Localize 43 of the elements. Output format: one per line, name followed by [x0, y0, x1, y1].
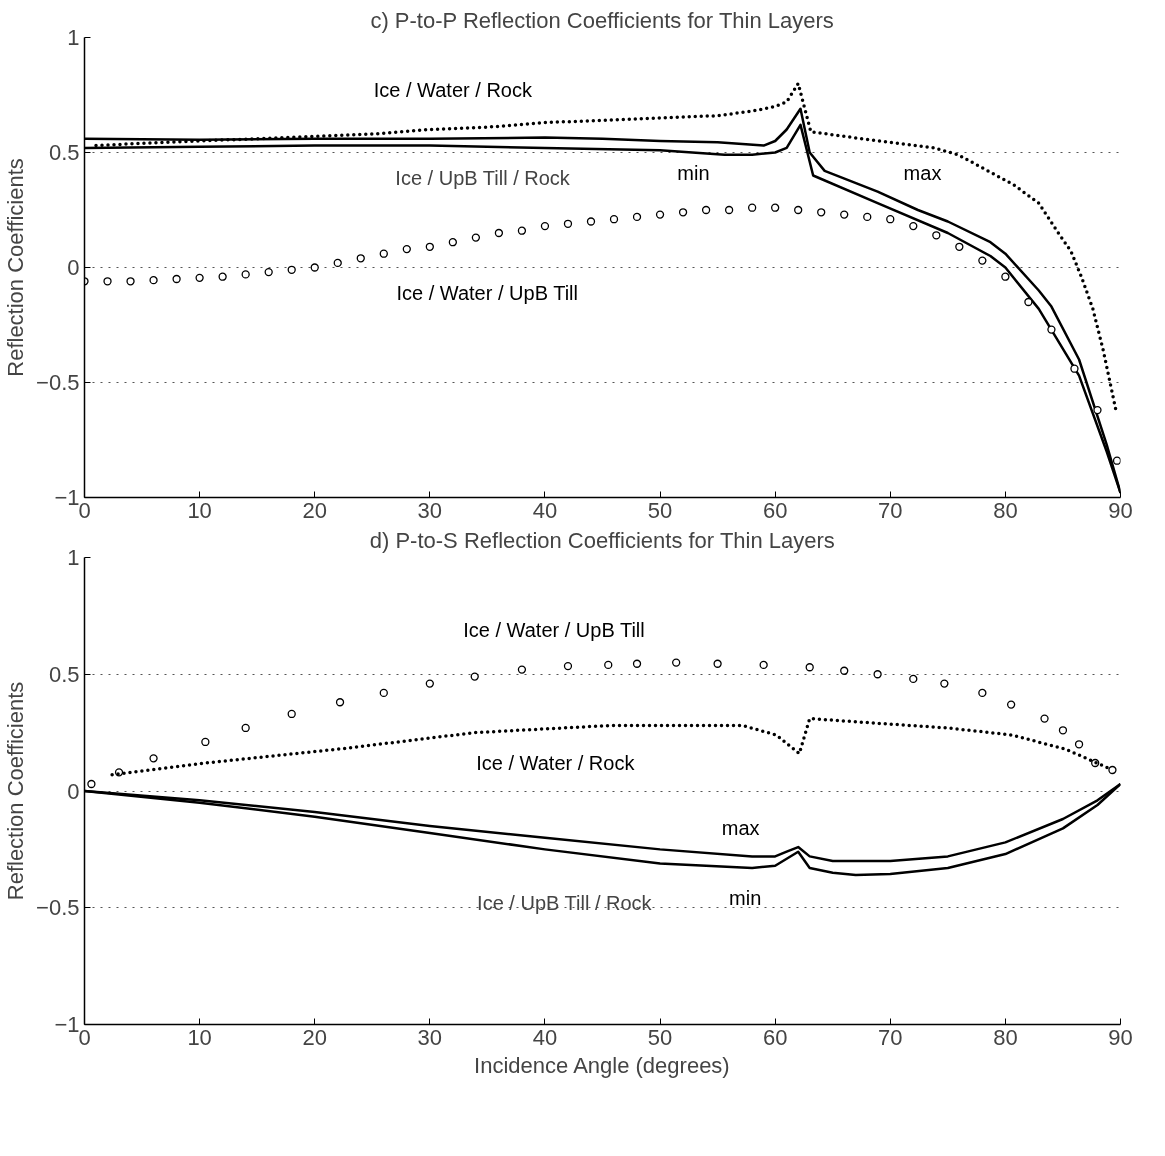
x-tick-label: 80 [993, 497, 1018, 523]
x-tick-label: 90 [1108, 1024, 1133, 1050]
x-axis-title: Incidence Angle (degrees) [474, 1052, 730, 1078]
annotation: Ice / UpB Till / Rock [395, 166, 571, 189]
y-tick-label: −1 [54, 485, 80, 510]
y-tick-label: 0 [67, 778, 80, 804]
y-tick-label: −1 [54, 1012, 80, 1037]
y-tick-label: −0.5 [36, 895, 80, 921]
x-tick-label: 20 [302, 497, 327, 523]
series-label: max [903, 162, 942, 185]
x-tick-label: 50 [647, 1024, 673, 1050]
y-tick-label: 0.5 [48, 661, 80, 687]
x-tick-label: 70 [878, 497, 903, 523]
series-label: Ice / Water / Rock [373, 79, 533, 102]
x-tick-label: 20 [302, 1024, 327, 1050]
series-label: max [721, 817, 760, 840]
x-tick-label: 60 [762, 1024, 788, 1050]
chart-title: d) P-to-S Reflection Coefficients for Thin Layers [369, 527, 835, 553]
chart-title: c) P-to-P Reflection Coefficients for Thin Layers [370, 7, 834, 33]
series-label: min [729, 887, 762, 910]
y-axis-title: Reflection Coefficients [3, 158, 29, 377]
x-tick-label: 30 [417, 1024, 443, 1050]
y-axis-title: Reflection Coefficients [3, 681, 29, 901]
y-tick-label: 1 [67, 25, 80, 50]
series-label: Ice / Water / Rock [476, 751, 636, 774]
y-tick-label: 1 [67, 545, 80, 570]
x-tick-label: 10 [187, 497, 212, 523]
x-tick-label: 60 [762, 497, 788, 523]
x-tick-label: 90 [1108, 497, 1133, 523]
x-tick-label: 40 [532, 497, 558, 523]
annotation: Ice / UpB Till / Rock [477, 892, 653, 915]
series-label: min [677, 162, 710, 185]
x-tick-label: 10 [187, 1024, 212, 1050]
x-tick-label: 70 [878, 1024, 903, 1050]
series-label: Ice / Water / UpB Till [463, 618, 645, 641]
x-tick-label: 30 [417, 497, 443, 523]
y-tick-label: −0.5 [36, 370, 80, 395]
x-tick-label: 50 [647, 497, 673, 523]
series-label: Ice / Water / UpB Till [396, 281, 578, 304]
x-tick-label: 80 [993, 1024, 1018, 1050]
y-tick-label: 0.5 [48, 140, 80, 165]
x-tick-label: 40 [532, 1024, 558, 1050]
y-tick-label: 0 [67, 255, 80, 280]
